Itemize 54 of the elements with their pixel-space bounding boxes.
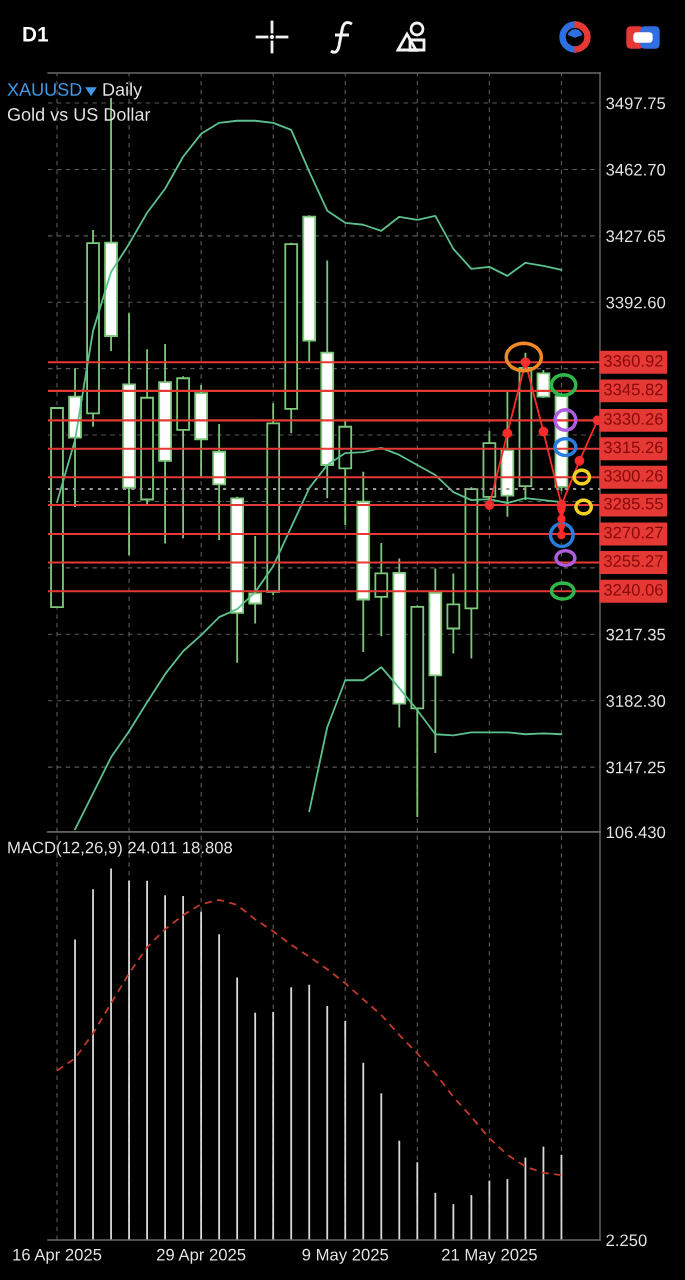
ref-line-label: 3270.27 bbox=[603, 526, 663, 539]
y-tick-label: 2.250 bbox=[606, 1234, 647, 1247]
y-tick-label: 3217.35 bbox=[606, 628, 666, 641]
candlestick bbox=[140, 348, 154, 506]
ref-line-label: 3240.06 bbox=[603, 583, 663, 596]
candlestick bbox=[122, 312, 136, 557]
candlestick bbox=[356, 470, 371, 653]
candlestick bbox=[428, 567, 443, 754]
point bbox=[574, 455, 585, 466]
ref-line-label: 3330.26 bbox=[603, 413, 663, 425]
ref-line-label: 3360.92 bbox=[603, 354, 663, 367]
chart-title: XAUUSD bbox=[7, 83, 82, 96]
candlestick bbox=[212, 423, 226, 541]
ref-line-label: 3345.82 bbox=[603, 383, 663, 396]
text: MACD(12,26,9) 24.011 18.808 bbox=[8, 841, 233, 857]
x-tick-label: 16 Apr 2025 bbox=[13, 1248, 102, 1264]
candlestick bbox=[410, 604, 425, 818]
line-series bbox=[308, 666, 563, 813]
y-tick-label: 3497.75 bbox=[606, 97, 666, 110]
y-tick-label: 3427.65 bbox=[606, 230, 666, 243]
x-tick-label: 9 May 2025 bbox=[302, 1248, 389, 1264]
candlestick bbox=[86, 228, 100, 428]
y-tick-label: 3147.25 bbox=[606, 761, 666, 774]
candlestick bbox=[338, 419, 353, 526]
x-tick-label: 29 Apr 2025 bbox=[157, 1248, 246, 1264]
candlestick bbox=[176, 375, 190, 540]
ref-line-label: 3255.27 bbox=[603, 555, 663, 567]
candlestick bbox=[248, 535, 263, 625]
ref-line-label: 3285.55 bbox=[603, 497, 663, 510]
line-series bbox=[56, 898, 563, 1177]
ref-line-label: 3300.26 bbox=[603, 469, 663, 482]
x-tick-label: 21 May 2025 bbox=[442, 1248, 537, 1264]
y-tick-label: 106.430 bbox=[606, 826, 666, 839]
candlestick bbox=[464, 486, 479, 660]
point bbox=[502, 428, 513, 439]
text: D1 bbox=[23, 27, 49, 42]
candlestick bbox=[374, 541, 389, 638]
candlestick bbox=[284, 241, 299, 435]
line-series bbox=[56, 119, 563, 504]
y-tick-label: 3392.60 bbox=[606, 296, 666, 309]
candlestick bbox=[158, 343, 172, 545]
ref-line-label: 3315.26 bbox=[603, 441, 663, 454]
point bbox=[538, 426, 549, 437]
y-tick-label: 3182.30 bbox=[606, 695, 666, 707]
candlestick bbox=[392, 557, 407, 729]
candlestick bbox=[320, 259, 335, 500]
annotation: Daily bbox=[103, 82, 143, 100]
candlestick bbox=[50, 407, 64, 609]
candlestick bbox=[194, 384, 208, 478]
y-tick-label: 3462.70 bbox=[606, 163, 666, 176]
candlestick bbox=[266, 402, 281, 597]
candlestick bbox=[536, 368, 551, 400]
candlestick bbox=[302, 214, 317, 364]
candlestick bbox=[446, 572, 461, 655]
